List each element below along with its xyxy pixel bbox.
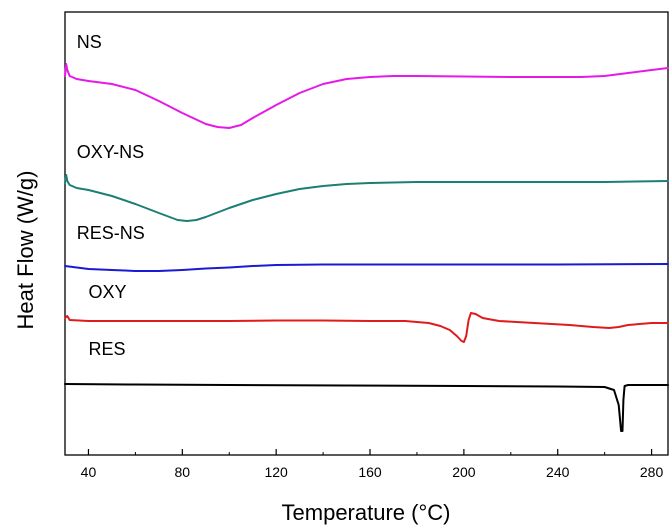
x-tick-label: 160 xyxy=(358,464,382,480)
series-label-ns: NS xyxy=(77,32,102,52)
series-line-res-ns xyxy=(65,264,668,271)
x-tick-label: 80 xyxy=(175,464,191,480)
x-tick-label: 240 xyxy=(546,464,570,480)
x-axis-ticks: 40 80 120 160 200 240 280 xyxy=(81,449,664,480)
series-label-res-ns: RES-NS xyxy=(77,223,145,243)
x-tick-label: 40 xyxy=(81,464,97,480)
y-axis-title: Heat Flow (W/g) xyxy=(13,171,38,330)
x-tick-label: 280 xyxy=(640,464,664,480)
series-label-oxy: OXY xyxy=(88,282,126,302)
x-tick-label: 120 xyxy=(264,464,288,480)
series-label-oxy-ns: OXY-NS xyxy=(77,142,144,162)
series-line-res xyxy=(65,384,668,431)
x-tick-label: 200 xyxy=(452,464,476,480)
curves-group xyxy=(65,64,668,431)
series-line-ns xyxy=(65,64,668,128)
plot-frame xyxy=(65,12,668,455)
series-line-oxy-ns xyxy=(65,175,668,221)
series-label-res: RES xyxy=(88,339,125,359)
x-axis-title: Temperature (°C) xyxy=(282,500,451,525)
series-line-oxy xyxy=(65,313,668,342)
